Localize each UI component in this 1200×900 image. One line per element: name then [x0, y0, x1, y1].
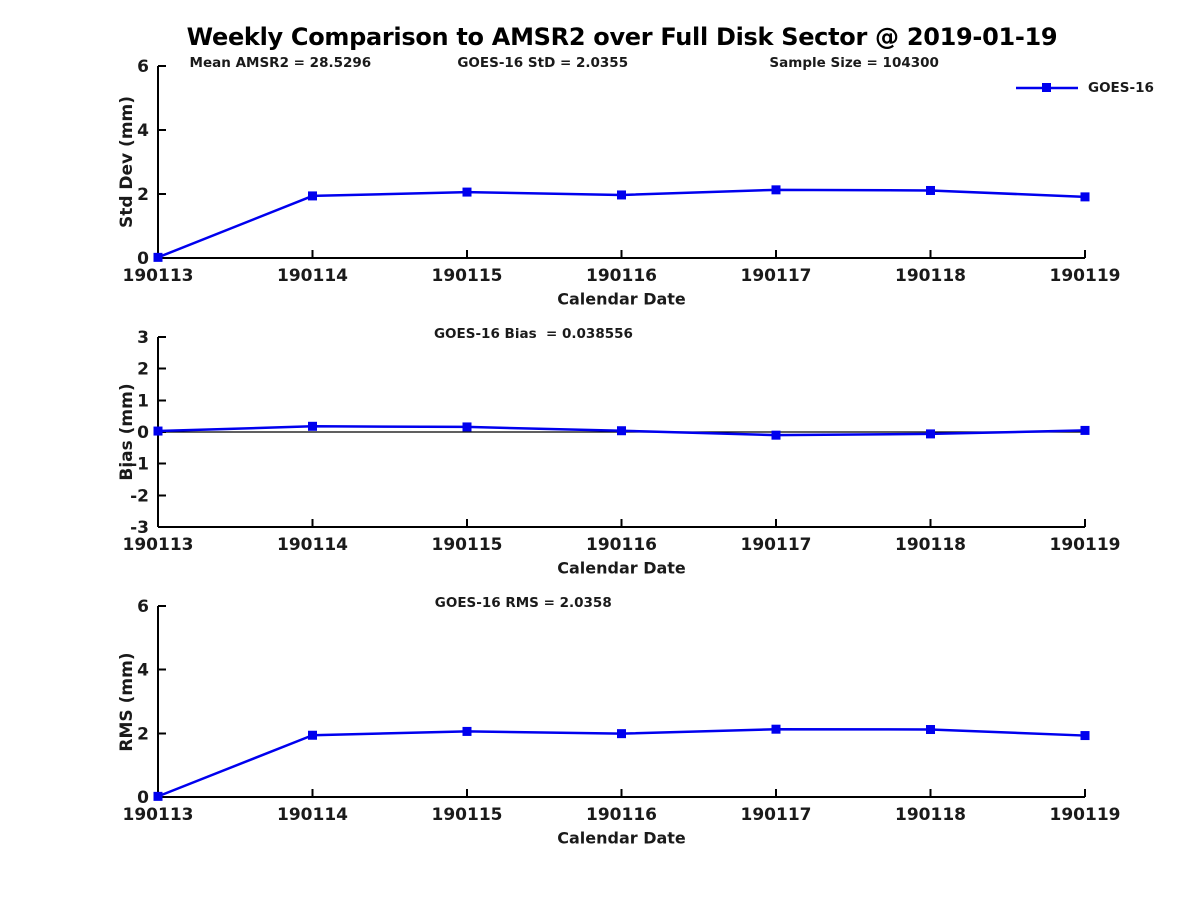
data-point-marker: [617, 190, 626, 200]
x-tick-label: 190116: [586, 266, 657, 286]
annotation-sample-size: Sample Size = 104300: [769, 55, 939, 71]
data-point-marker: [771, 430, 781, 440]
legend-marker-square: [1042, 83, 1051, 92]
data-point-marker: [308, 730, 317, 740]
annotation-mean-amsr2: Mean AMSR2 = 28.5296: [189, 55, 372, 71]
y-tick-label: 2: [137, 724, 149, 744]
y-tick-label: 2: [137, 185, 149, 205]
x-axis-label-calendar-date-middle: Calendar Date: [557, 558, 686, 578]
x-tick-label: 190113: [123, 266, 194, 286]
y-tick-label: 4: [137, 661, 149, 681]
x-tick-label: 190114: [277, 535, 348, 555]
x-tick-label: 190118: [895, 266, 966, 286]
data-point-marker: [617, 426, 626, 436]
data-point-marker: [462, 422, 472, 432]
y-tick-label: -1: [130, 455, 149, 475]
data-point-marker: [1080, 192, 1090, 202]
y-tick-label: 1: [137, 391, 149, 411]
y-tick-label: 0: [137, 423, 149, 443]
y-axis-label-bias: Bias (mm): [117, 383, 137, 481]
x-tick-label: 190115: [432, 266, 503, 286]
annotation-goes16-bias: GOES-16 Bias = 0.038556: [433, 326, 633, 342]
x-tick-label: 190116: [586, 535, 657, 555]
data-point-marker: [926, 185, 935, 195]
legend: GOES-16: [1015, 80, 1154, 96]
y-tick-label: -2: [130, 486, 149, 506]
data-point-marker: [462, 187, 472, 197]
data-point-marker: [926, 429, 935, 439]
data-point-marker: [462, 726, 472, 736]
x-axis-label-calendar-date-bottom: Calendar Date: [557, 828, 686, 848]
y-axis-label-rms: RMS (mm): [117, 651, 137, 752]
data-point-marker: [617, 729, 626, 739]
x-tick-label: 190118: [895, 805, 966, 825]
y-tick-label: 0: [137, 249, 149, 269]
x-axis-label-calendar-date-top: Calendar Date: [557, 289, 686, 309]
x-tick-label: 190119: [1050, 535, 1121, 555]
annotation-goes16-rms: GOES-16 RMS = 2.0358: [434, 595, 612, 611]
figure-title: Weekly Comparison to AMSR2 over Full Dis…: [186, 23, 1058, 51]
data-point-marker: [771, 724, 781, 734]
x-tick-label: 190115: [432, 805, 503, 825]
x-tick-label: 190114: [277, 266, 348, 286]
y-axis-label-std-dev: Std Dev (mm): [117, 95, 137, 229]
data-point-marker: [153, 426, 163, 436]
data-point-marker: [926, 725, 935, 735]
goes16-line: [157, 727, 1086, 798]
goes16-line: [157, 188, 1086, 259]
y-tick-label: 0: [137, 788, 149, 808]
data-point-marker: [1080, 425, 1090, 435]
y-tick-label: 4: [137, 121, 149, 141]
x-tick-label: 190114: [277, 805, 348, 825]
data-point-marker: [771, 185, 781, 195]
y-tick-label: -3: [130, 518, 149, 538]
legend-line-sample: [1016, 83, 1078, 92]
x-tick-label: 190117: [741, 266, 812, 286]
y-tick-label: 2: [137, 360, 149, 380]
x-tick-label: 190117: [741, 535, 812, 555]
y-tick-label: 3: [137, 328, 149, 348]
y-tick-label: 6: [137, 597, 149, 617]
legend-label: GOES-16: [1088, 80, 1154, 96]
x-tick-label: 190113: [123, 535, 194, 555]
annotation-goes16-std: GOES-16 StD = 2.0355: [457, 55, 629, 71]
data-point-marker: [153, 791, 163, 801]
data-point-marker: [308, 421, 317, 431]
x-tick-label: 190117: [741, 805, 812, 825]
x-tick-label: 190116: [586, 805, 657, 825]
x-tick-label: 190119: [1050, 266, 1121, 286]
x-tick-label: 190119: [1050, 805, 1121, 825]
x-tick-label: 190113: [123, 805, 194, 825]
data-point-marker: [1080, 731, 1090, 741]
x-tick-label: 190118: [895, 535, 966, 555]
y-tick-label: 6: [137, 57, 149, 77]
x-tick-label: 190115: [432, 535, 503, 555]
data-point-marker: [308, 191, 317, 201]
data-point-marker: [153, 252, 163, 262]
